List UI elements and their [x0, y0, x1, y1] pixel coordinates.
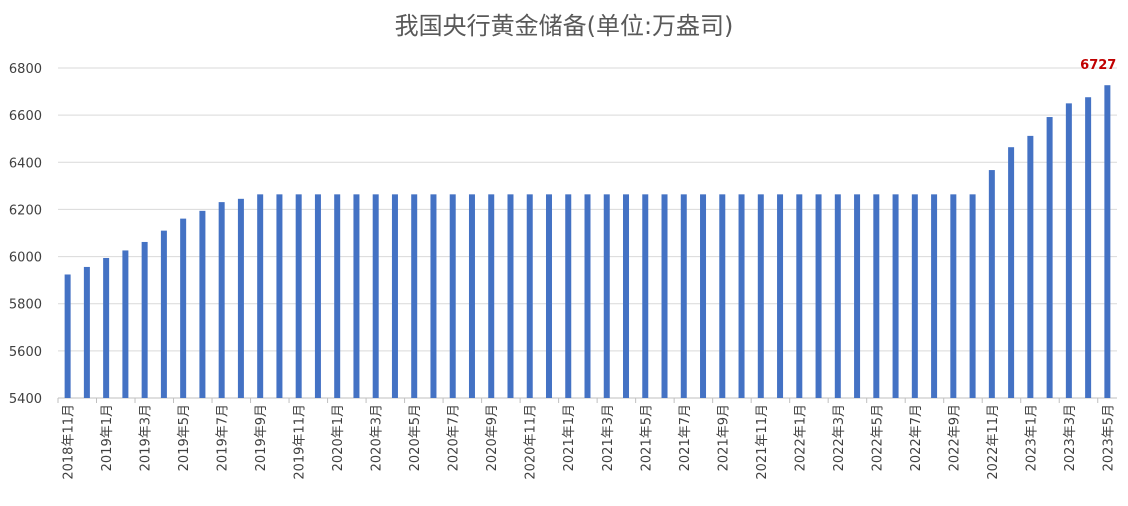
bar: [353, 194, 360, 398]
bar: [449, 194, 456, 398]
x-tick-label: 2020年5月: [408, 404, 423, 471]
bar: [834, 194, 841, 398]
bar: [1065, 103, 1072, 398]
x-tick-label: 2021年5月: [639, 404, 654, 471]
x-tick-label: 2018年11月: [62, 404, 77, 480]
x-tick-label: 2020年7月: [447, 404, 462, 471]
y-tick-label: 6400: [9, 156, 42, 171]
y-tick-label: 6000: [9, 251, 42, 266]
bar: [257, 194, 264, 398]
bar: [391, 194, 398, 398]
bar: [372, 194, 379, 398]
bar: [854, 194, 861, 398]
x-tick-label: 2019年9月: [254, 404, 269, 471]
y-tick-label: 5800: [9, 298, 42, 313]
bar: [950, 194, 957, 398]
bar: [680, 194, 687, 398]
bar: [700, 194, 707, 398]
x-tick-label: 2022年1月: [793, 404, 808, 471]
bar: [777, 194, 784, 398]
bar: [295, 194, 302, 398]
bar: [160, 230, 167, 398]
bar: [892, 194, 899, 398]
x-tick-label: 2023年5月: [1101, 404, 1116, 471]
bar: [1046, 117, 1053, 399]
bar: [526, 194, 533, 398]
bar: [199, 210, 206, 398]
x-tick-label: 2022年11月: [986, 404, 1001, 480]
x-tick-label: 2019年7月: [216, 404, 231, 471]
data-label: 6727: [1080, 58, 1116, 73]
bar: [738, 194, 745, 398]
bar: [988, 170, 995, 398]
x-tick-label: 2021年7月: [678, 404, 693, 471]
bar: [796, 194, 803, 398]
bar: [468, 194, 475, 398]
bar: [969, 194, 976, 398]
bar: [719, 194, 726, 398]
bar: [64, 274, 71, 398]
bar: [1027, 135, 1034, 398]
y-tick-label: 6800: [9, 62, 42, 77]
bar: [334, 194, 341, 398]
bar: [314, 194, 321, 398]
x-tick-label: 2022年7月: [909, 404, 924, 471]
x-tick-label: 2019年3月: [139, 404, 154, 471]
bar: [218, 202, 225, 398]
x-tick-label: 2021年1月: [562, 404, 577, 471]
bar: [661, 194, 668, 398]
x-tick-label: 2019年1月: [100, 404, 115, 471]
x-tick-label: 2022年9月: [947, 404, 962, 471]
bar: [757, 194, 764, 398]
bar: [488, 194, 495, 398]
x-tick-label: 2020年9月: [485, 404, 500, 471]
bar: [1008, 147, 1015, 398]
x-tick-label: 2020年3月: [370, 404, 385, 471]
bar: [83, 266, 90, 398]
bar: [642, 194, 649, 398]
x-tick-label: 2021年3月: [601, 404, 616, 471]
bar: [931, 194, 938, 398]
bar: [180, 218, 187, 398]
x-tick-label: 2019年11月: [293, 404, 308, 480]
x-tick-label: 2022年3月: [832, 404, 847, 471]
bar: [103, 257, 110, 398]
bar: [623, 194, 630, 398]
x-tick-label: 2021年9月: [716, 404, 731, 471]
bar: [122, 250, 129, 398]
bar: [584, 194, 591, 398]
bar: [430, 194, 437, 398]
bar: [507, 194, 514, 398]
y-tick-label: 5400: [9, 392, 42, 407]
bar: [276, 194, 283, 398]
bar: [1104, 85, 1111, 398]
bar: [603, 194, 610, 398]
bar: [1085, 97, 1092, 398]
y-tick-label: 6600: [9, 109, 42, 124]
bar: [545, 194, 552, 398]
x-tick-label: 2023年3月: [1063, 404, 1078, 471]
bar: [411, 194, 418, 398]
chart-title: 我国央行黄金储备(单位:万盎司): [394, 12, 734, 40]
bar: [815, 194, 822, 398]
x-tick-label: 2022年5月: [870, 404, 885, 471]
x-tick-label: 2023年1月: [1024, 404, 1039, 471]
x-tick-label: 2020年1月: [331, 404, 346, 471]
bar: [141, 241, 148, 398]
bar: [873, 194, 880, 398]
x-tick-label: 2020年11月: [524, 404, 539, 480]
bar: [237, 198, 244, 398]
bar: [565, 194, 572, 398]
bar: [911, 194, 918, 398]
y-tick-label: 5600: [9, 345, 42, 360]
x-tick-label: 2019年5月: [177, 404, 192, 471]
x-tick-label: 2021年11月: [755, 404, 770, 480]
y-tick-label: 6200: [9, 203, 42, 218]
